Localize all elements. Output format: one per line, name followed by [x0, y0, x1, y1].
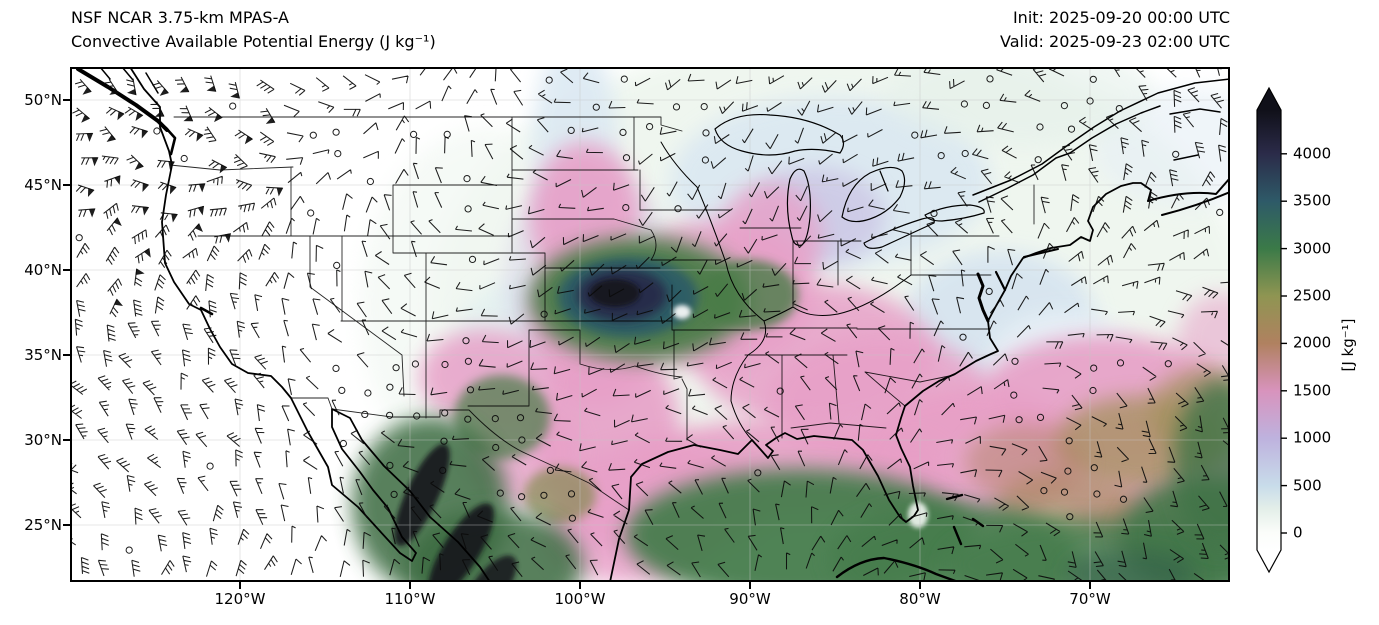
lon-tick-label: 80°W: [899, 590, 941, 608]
colorbar-tick-label: 1000: [1293, 428, 1332, 447]
colorbar-tick-label: 2500: [1293, 286, 1332, 305]
lat-tick-mark: [63, 269, 70, 271]
wind-barbs: [70, 67, 1230, 582]
lat-tick-mark: [63, 524, 70, 526]
graticule-lines: [70, 67, 1230, 582]
geography-lines: [76, 67, 1230, 582]
cape-map: [70, 67, 1230, 582]
lat-tick-label: 50°N: [24, 91, 62, 109]
lat-tick-mark: [63, 354, 70, 356]
colorbar-tick-label: 4000: [1293, 144, 1332, 163]
lon-tick-mark: [409, 582, 411, 589]
vancouver-island: [76, 67, 169, 132]
variable-title: Convective Available Potential Energy (J…: [71, 32, 436, 51]
colorbar: [1256, 86, 1287, 574]
lake-outlines: [714, 113, 985, 249]
colorbar-unit-label: [J kg⁻¹]: [1339, 318, 1357, 372]
colorbar-tickmarks: [1281, 153, 1287, 534]
colorbar-tick-label: 3000: [1293, 239, 1332, 258]
state-borders: [169, 116, 1035, 511]
barb-shafts-and-feathers: [70, 67, 1230, 582]
model-title: NSF NCAR 3.75-km MPAS-A: [71, 8, 289, 27]
lat-tick-label: 25°N: [24, 516, 62, 534]
colorbar-bar: [1256, 86, 1282, 574]
cape-shaded-field: [352, 67, 1230, 582]
lon-tick-label: 90°W: [729, 590, 771, 608]
axes-spines: [70, 67, 1230, 582]
barb-pennants: [81, 85, 284, 306]
valid-time: Valid: 2025-09-23 02:00 UTC: [999, 32, 1230, 51]
map-panel: [70, 67, 1230, 582]
lat-tick-mark: [63, 99, 70, 101]
coastline-nova-scotia: [1147, 177, 1230, 216]
lat-tick-mark: [63, 439, 70, 441]
lat-tick-mark: [63, 184, 70, 186]
colorbar-tick-label: 2000: [1293, 334, 1332, 353]
lon-tick-mark: [239, 582, 241, 589]
lon-tick-label: 100°W: [554, 590, 606, 608]
init-time: Init: 2025-09-20 00:00 UTC: [1012, 8, 1230, 27]
chesapeake-bay: [976, 272, 990, 323]
lon-tick-label: 120°W: [214, 590, 266, 608]
river-borders: [660, 141, 912, 441]
lat-tick-label: 35°N: [24, 346, 62, 364]
colorbar-tick-label: 0: [1293, 523, 1303, 542]
lat-tick-label: 30°N: [24, 431, 62, 449]
lon-tick-mark: [1089, 582, 1091, 589]
coastline-west: [129, 67, 491, 582]
lat-tick-label: 45°N: [24, 176, 62, 194]
lat-tick-label: 40°N: [24, 261, 62, 279]
lon-tick-mark: [579, 582, 581, 589]
coastline-east-gulf: [609, 182, 1152, 582]
lon-tick-label: 110°W: [384, 590, 436, 608]
lon-tick-label: 70°W: [1069, 590, 1111, 608]
colorbar-tick-label: 500: [1293, 476, 1322, 495]
colorbar-tick-label: 3500: [1293, 191, 1332, 210]
calm-wind-circles: [75, 75, 1224, 554]
long-island: [1023, 248, 1059, 258]
puget-sound: [164, 126, 177, 156]
lon-tick-mark: [919, 582, 921, 589]
cuba-coast: [835, 556, 960, 582]
delaware-bay: [994, 270, 1007, 292]
lon-tick-mark: [749, 582, 751, 589]
colorbar-tick-label: 1500: [1293, 381, 1332, 400]
